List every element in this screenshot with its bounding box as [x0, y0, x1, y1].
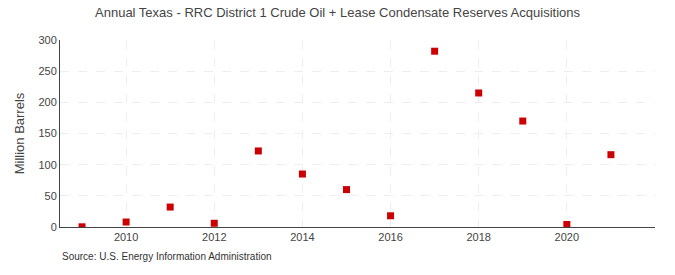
- svg-text:200: 200: [38, 96, 56, 108]
- svg-text:250: 250: [38, 65, 56, 77]
- svg-text:2016: 2016: [378, 231, 402, 243]
- svg-text:2012: 2012: [202, 231, 226, 243]
- svg-text:Annual Texas - RRC District 1: Annual Texas - RRC District 1 Crude Oil …: [95, 5, 580, 20]
- svg-text:Source: U.S. Energy Informatio: Source: U.S. Energy Information Administ…: [62, 251, 272, 262]
- svg-text:0: 0: [51, 221, 57, 233]
- svg-text:Million Barrels: Million Barrels: [12, 92, 27, 174]
- svg-text:100: 100: [38, 159, 56, 171]
- svg-text:50: 50: [45, 190, 57, 202]
- svg-text:300: 300: [38, 34, 56, 46]
- svg-text:2020: 2020: [555, 231, 579, 243]
- svg-text:2018: 2018: [466, 231, 490, 243]
- svg-text:2010: 2010: [114, 231, 138, 243]
- svg-text:150: 150: [38, 127, 56, 139]
- svg-text:2014: 2014: [290, 231, 314, 243]
